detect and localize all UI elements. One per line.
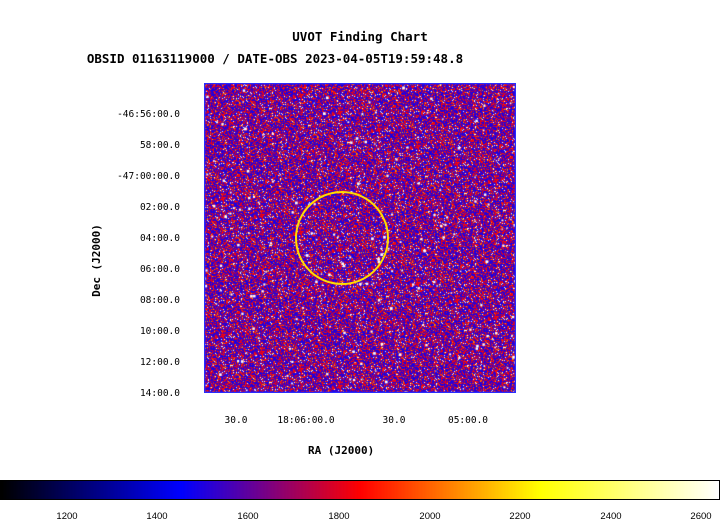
y-tick-label: 02:00.0 xyxy=(139,202,180,213)
colorbar-tick-label: 1400 xyxy=(146,511,168,522)
colorbar-tick-label: 1600 xyxy=(237,511,259,522)
colorbar-tick-label: 1200 xyxy=(56,511,78,522)
colorbar-tick-label: 1800 xyxy=(328,511,350,522)
y-tick-label: 58:00.0 xyxy=(139,140,180,151)
image-overlay xyxy=(204,83,516,393)
y-tick-label: 12:00.0 xyxy=(139,357,180,368)
y-tick-label: 08:00.0 xyxy=(139,295,180,306)
colorbar-tick-label: 2000 xyxy=(419,511,441,522)
x-axis-label: RA (J2000) xyxy=(308,444,375,457)
x-tick-label: 05:00.0 xyxy=(447,415,489,426)
y-tick-label: -47:00:00.0 xyxy=(117,171,180,182)
chart-subtitle: OBSID 01163119000 / DATE-OBS 2023-04-05T… xyxy=(86,51,464,66)
y-tick-label: -46:56:00.0 xyxy=(117,109,180,120)
colorbar-tick-label: 2600 xyxy=(690,511,712,522)
colorbar-tick-label: 2200 xyxy=(509,511,531,522)
y-tick-label: 06:00.0 xyxy=(139,264,180,275)
y-axis-label: Dec (J2000) xyxy=(89,224,103,297)
y-tick-label: 04:00.0 xyxy=(139,233,180,244)
sky-image-canvas xyxy=(204,83,516,393)
x-tick-label: 18:06:00.0 xyxy=(277,415,335,426)
y-tick-label: 10:00.0 xyxy=(139,326,180,337)
colorbar xyxy=(0,480,720,500)
x-tick-label: 30.0 xyxy=(382,415,406,426)
sky-image xyxy=(204,83,516,393)
y-tick-label: 14:00.0 xyxy=(139,388,180,399)
target-circle xyxy=(295,191,389,285)
colorbar-tick-label: 2400 xyxy=(600,511,622,522)
x-tick-label: 30.0 xyxy=(224,415,248,426)
image-border xyxy=(204,83,516,393)
chart-title: UVOT Finding Chart xyxy=(292,29,428,44)
